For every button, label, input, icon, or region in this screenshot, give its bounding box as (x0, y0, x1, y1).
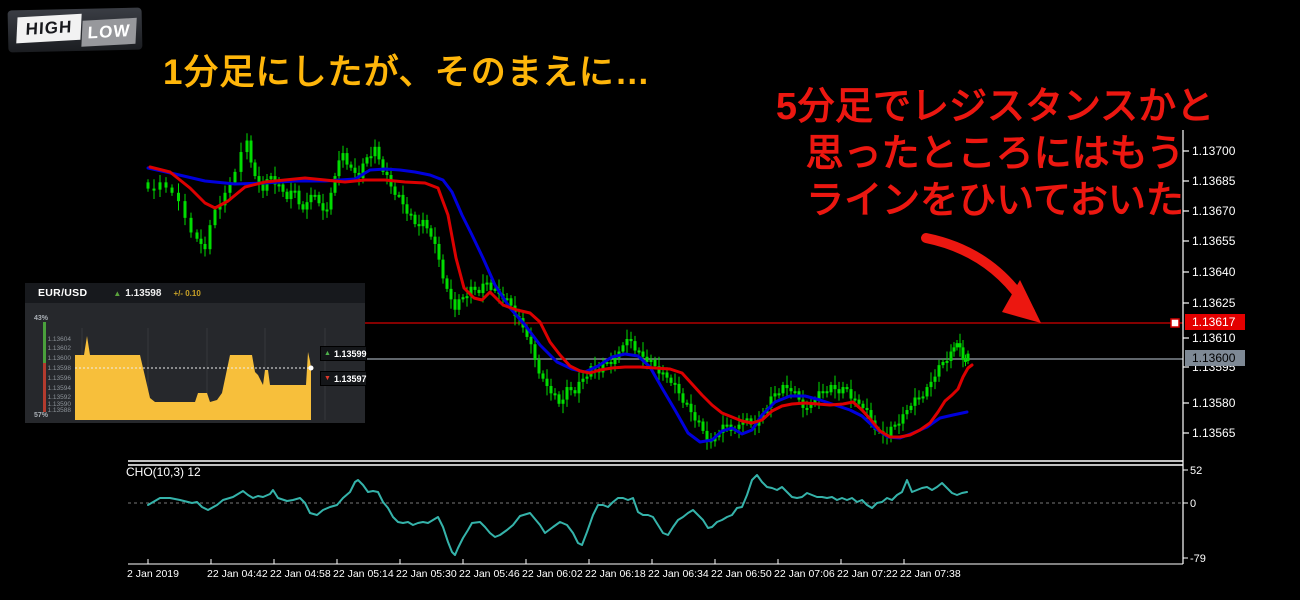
inset-symbol: EUR/USD (38, 287, 88, 299)
logo-low-text: LOW (87, 21, 131, 43)
inset-scale-label: 1.13594 (47, 385, 72, 392)
svg-text:1.13655: 1.13655 (1192, 234, 1236, 248)
logo-high-badge: HIGH (16, 13, 82, 44)
inset-down-price-button[interactable]: ▼ 1.13597 (320, 371, 367, 386)
logo-high-text: HIGH (25, 17, 73, 39)
svg-text:22 Jan 06:34: 22 Jan 06:34 (648, 568, 709, 580)
inset-scale-label: 1.13592 (47, 394, 72, 401)
svg-text:22 Jan 07:38: 22 Jan 07:38 (900, 568, 961, 580)
inset-change: +/- 0.10 (173, 288, 201, 298)
svg-text:-79: -79 (1190, 553, 1206, 565)
inset-up-price-button[interactable]: ▲ 1.13599 (320, 346, 367, 361)
oscillator-label: CHO(10,3) 12 (126, 465, 201, 479)
inset-up-price: 1.13599 (333, 348, 367, 359)
svg-text:1.13685: 1.13685 (1192, 174, 1236, 188)
svg-text:22 Jan 04:58: 22 Jan 04:58 (270, 568, 331, 580)
caret-up-icon: ▲ (324, 350, 331, 357)
logo-low-badge: LOW (81, 17, 137, 47)
svg-text:1.13640: 1.13640 (1192, 265, 1236, 279)
svg-text:0: 0 (1190, 498, 1196, 510)
svg-text:22 Jan 06:02: 22 Jan 06:02 (522, 568, 583, 580)
inset-header: EUR/USD ▲ 1.13598 +/- 0.10 (25, 283, 365, 303)
svg-text:1.13610: 1.13610 (1192, 331, 1236, 345)
tick-up-icon: ▲ (113, 288, 122, 298)
svg-text:2 Jan 2019: 2 Jan 2019 (127, 568, 179, 580)
caret-down-icon: ▼ (324, 375, 331, 382)
highlow-logo: HIGH LOW (7, 7, 143, 53)
annotation-line-3: ラインをひいておいた (806, 180, 1184, 222)
svg-text:22 Jan 05:14: 22 Jan 05:14 (333, 568, 394, 580)
svg-text:22 Jan 07:06: 22 Jan 07:06 (774, 568, 835, 580)
svg-text:22 Jan 06:50: 22 Jan 06:50 (711, 568, 772, 580)
svg-text:1.13580: 1.13580 (1192, 396, 1236, 410)
sentiment-bar-up (43, 322, 46, 363)
inset-scale-label: 1.13588 (47, 407, 72, 414)
svg-text:22 Jan 06:18: 22 Jan 06:18 (585, 568, 646, 580)
red-annotation: 5分足でレジスタンスかと 思ったところにはもう ラインをひいておいた (745, 84, 1245, 225)
svg-text:22 Jan 07:22: 22 Jan 07:22 (837, 568, 898, 580)
inset-scale-label: 1.13598 (47, 365, 72, 372)
annotation-line-2: 思ったところにはもう (805, 133, 1185, 175)
sentiment-down-pct: 57% (34, 412, 49, 419)
annotation-line-1: 5分足でレジスタンスかと (775, 86, 1215, 128)
inset-area-chart (75, 328, 326, 420)
svg-text:52: 52 (1190, 465, 1202, 477)
sentiment-bar-down (43, 363, 46, 412)
inset-scale-label: 1.13604 (47, 336, 72, 343)
svg-text:1.13600: 1.13600 (1192, 351, 1236, 365)
svg-text:22 Jan 04:42: 22 Jan 04:42 (207, 568, 268, 580)
eurusd-widget: EUR/USD ▲ 1.13598 +/- 0.10 43% 57% 1.136… (25, 283, 367, 423)
inset-scale-label: 1.13600 (47, 355, 72, 362)
inset-scale-label: 1.13590 (47, 401, 72, 408)
inset-price: 1.13598 (125, 287, 162, 299)
inset-scale-label: 1.13596 (47, 375, 72, 382)
sentiment-up-pct: 43% (34, 315, 49, 322)
inset-down-price: 1.13597 (333, 373, 367, 384)
svg-text:22 Jan 05:46: 22 Jan 05:46 (459, 568, 520, 580)
svg-text:1.13617: 1.13617 (1192, 315, 1236, 329)
svg-text:1.13625: 1.13625 (1192, 296, 1236, 310)
svg-text:1.13670: 1.13670 (1192, 204, 1236, 218)
inset-scale-label: 1.13602 (47, 345, 72, 352)
svg-text:1.13565: 1.13565 (1192, 426, 1236, 440)
svg-text:22 Jan 05:30: 22 Jan 05:30 (396, 568, 457, 580)
yellow-headline: 1分足にしたが、そのまえに… (163, 53, 651, 92)
svg-text:1.13700: 1.13700 (1192, 144, 1236, 158)
